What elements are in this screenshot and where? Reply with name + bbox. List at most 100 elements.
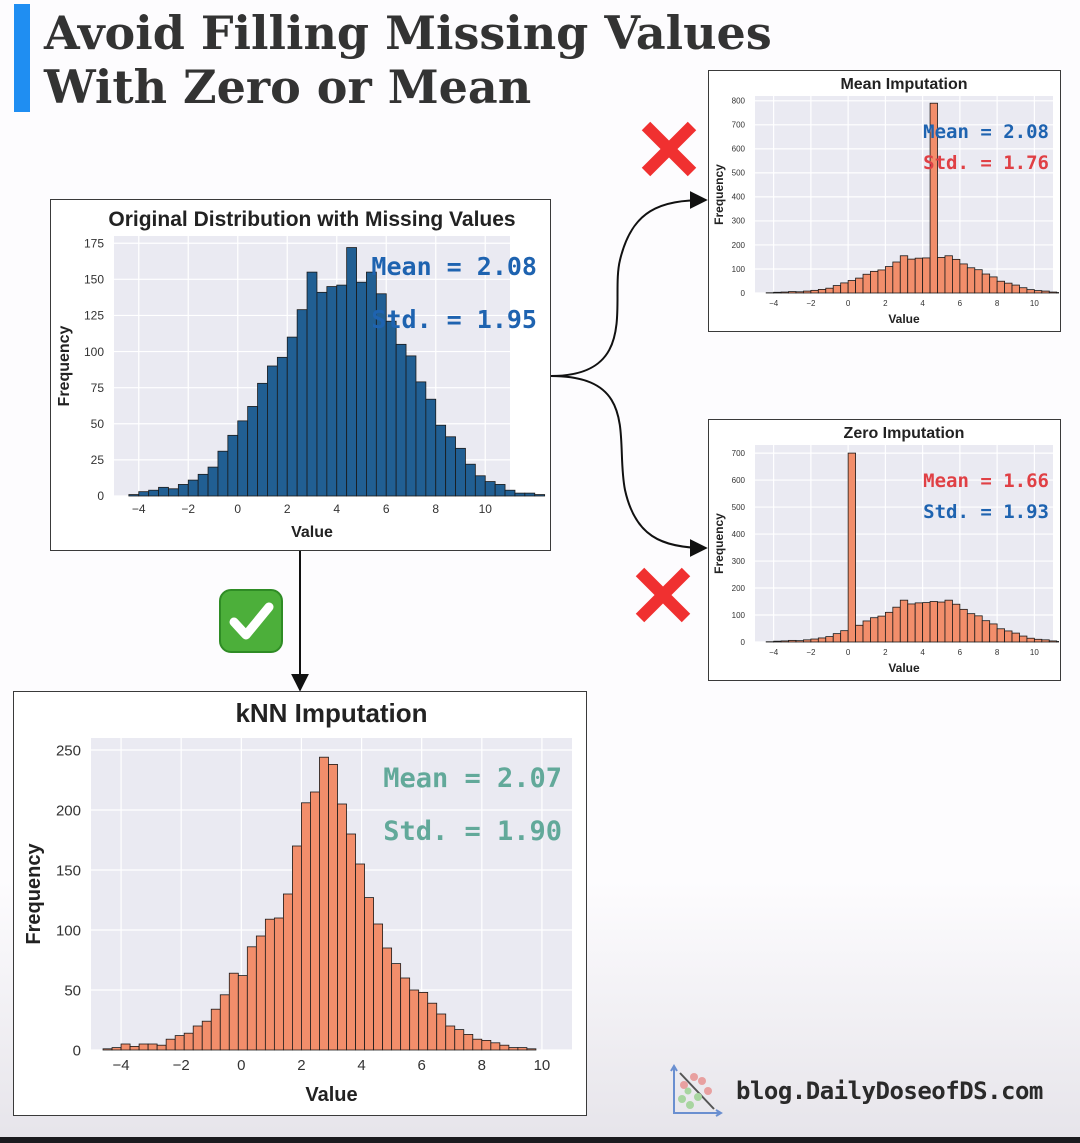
- std-annotation: Std. = 1.76: [923, 152, 1049, 174]
- cross-icon: [641, 121, 697, 177]
- histogram-bar: [989, 276, 998, 294]
- x-tick-label: 4: [333, 502, 340, 516]
- x-tick-label: −2: [181, 502, 195, 516]
- original-distribution-panel: −4 −2 0 2 4 6 8 10 0 25 50 75 100 125 150 175 Original D…: [50, 199, 551, 551]
- page-title-line-2: With Zero or Mean: [44, 60, 532, 114]
- histogram-bar: [526, 1048, 537, 1051]
- chart-title: Original Distribution with Missing Value…: [108, 208, 515, 231]
- histogram-bar: [436, 1013, 447, 1051]
- histogram-bar: [1011, 632, 1020, 643]
- histogram-bar: [306, 271, 318, 497]
- histogram-bar: [385, 320, 397, 497]
- histogram-bar: [415, 381, 427, 497]
- histogram-bar: [966, 613, 976, 643]
- y-tick-label: 250: [56, 742, 81, 759]
- histogram-bar: [1033, 638, 1043, 643]
- histogram-bar: [892, 261, 901, 294]
- histogram-bar: [316, 291, 328, 497]
- histogram-bar: [937, 257, 946, 294]
- histogram-bar: [1026, 289, 1035, 294]
- zero-imputation-panel: −4 −2 0 2 4 6 8 10 0 100 200 300 400 500 600 700 Zero Im…: [708, 419, 1061, 681]
- x-tick-label: −4: [769, 299, 779, 308]
- x-tick-label: 8: [432, 502, 439, 516]
- histogram-bar: [773, 640, 782, 643]
- y-tick-label: 300: [732, 557, 746, 566]
- histogram-bar: [832, 633, 842, 643]
- y-tick-label: 500: [732, 503, 746, 512]
- mean-imputation-chart: −4 −2 0 2 4 6 8 100100200300400500600700800Mean…: [712, 76, 1059, 326]
- histogram-bar: [1056, 641, 1059, 643]
- x-tick-label: 0: [846, 299, 851, 308]
- histogram-bar: [296, 309, 308, 497]
- histogram-bar: [472, 1038, 483, 1051]
- x-tick-label: −4: [769, 648, 779, 657]
- histogram-bar: [395, 343, 407, 497]
- histogram-bar: [855, 624, 864, 643]
- mean-annotation: Mean = 1.66: [923, 470, 1049, 492]
- chart-title: Zero Imputation: [844, 425, 965, 442]
- chart-title: kNN Imputation: [235, 698, 427, 728]
- histogram-bar: [907, 603, 916, 643]
- histogram-bar: [138, 1043, 149, 1051]
- histogram-bar: [907, 258, 916, 294]
- histogram-bar: [514, 492, 526, 497]
- page-title: Avoid Filling Missing Values With Zero o…: [44, 6, 772, 114]
- histogram-bar: [474, 475, 486, 497]
- y-tick-label: 200: [732, 241, 746, 250]
- histogram-bar: [952, 603, 961, 643]
- histogram-bar: [1026, 637, 1035, 643]
- histogram-bar: [219, 994, 230, 1051]
- x-axis-label: Value: [305, 1084, 357, 1106]
- histogram-bar: [1004, 630, 1013, 643]
- x-tick-label: 4: [357, 1057, 365, 1074]
- y-tick-label: 200: [56, 802, 81, 819]
- histogram-bar: [246, 946, 257, 1051]
- histogram-bar: [1011, 284, 1020, 294]
- x-tick-label: 4: [920, 648, 925, 657]
- histogram-bar: [267, 365, 278, 497]
- histogram-bar: [996, 280, 1005, 294]
- histogram-bar: [892, 606, 901, 643]
- histogram-bar: [247, 406, 258, 497]
- histogram-bar: [138, 491, 150, 497]
- histogram-bar: [795, 291, 804, 294]
- x-tick-label: −2: [173, 1057, 190, 1074]
- histogram-bar: [870, 270, 879, 294]
- histogram-bar: [534, 494, 546, 497]
- histogram-bar: [981, 273, 991, 294]
- histogram-bar: [148, 489, 159, 497]
- histogram-bar: [788, 291, 797, 294]
- bottom-bar: [0, 1137, 1080, 1143]
- histogram-bar: [1048, 291, 1058, 294]
- histogram-bar: [884, 611, 894, 643]
- histogram-bar: [128, 494, 140, 497]
- histogram-bar: [862, 620, 871, 643]
- histogram-bar: [929, 601, 938, 643]
- histogram-bar: [346, 247, 357, 497]
- histogram-bar: [286, 336, 298, 497]
- histogram-bar: [147, 1043, 158, 1051]
- histogram-bar: [158, 486, 169, 497]
- y-tick-label: 50: [91, 417, 105, 431]
- histogram-bar: [490, 1042, 501, 1051]
- histogram-bar: [870, 617, 879, 643]
- histogram-bar: [326, 286, 338, 497]
- y-tick-label: 800: [732, 97, 746, 106]
- histogram-bar: [517, 1047, 528, 1051]
- y-tick-label: 200: [732, 584, 746, 593]
- histogram-bar: [884, 266, 894, 294]
- histogram-bar: [237, 975, 248, 1051]
- y-tick-label: 600: [732, 145, 746, 154]
- x-tick-label: 6: [383, 502, 390, 516]
- histogram-bar: [1033, 290, 1043, 294]
- histogram-bar: [508, 1047, 519, 1051]
- histogram-bar: [899, 255, 909, 294]
- y-tick-label: 100: [84, 345, 104, 359]
- histogram-bar: [855, 277, 864, 294]
- histogram-bar: [1048, 640, 1058, 643]
- y-tick-label: 700: [732, 449, 746, 458]
- x-tick-label: 4: [920, 299, 925, 308]
- x-tick-label: 0: [234, 502, 241, 516]
- x-tick-label: 6: [418, 1057, 426, 1074]
- cross-icon: [635, 567, 691, 623]
